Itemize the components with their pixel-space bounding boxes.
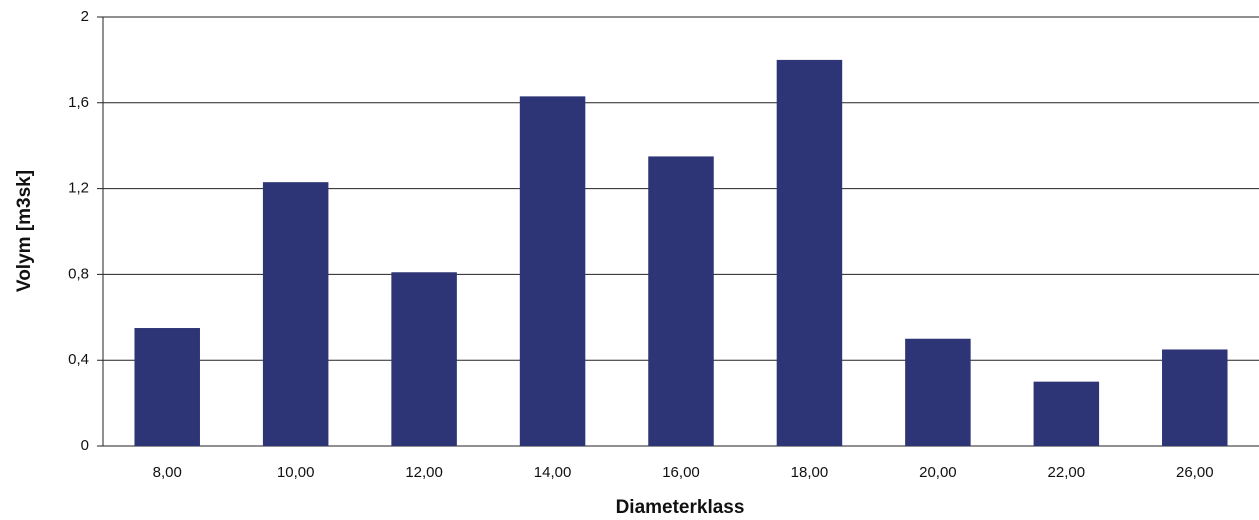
x-axis-title: Diameterklass — [616, 497, 745, 518]
y-tick-label: 1,2 — [68, 180, 89, 197]
bar — [905, 338, 971, 446]
x-tick-label: 14,00 — [534, 464, 572, 481]
x-tick-label: 8,00 — [153, 464, 182, 481]
bar — [776, 59, 843, 447]
bar — [391, 272, 457, 446]
x-tick-label: 26,00 — [1176, 464, 1214, 481]
y-axis-title: Volym [m3sk] — [14, 170, 35, 292]
x-tick-label: 18,00 — [791, 464, 829, 481]
y-tick-label: 1,6 — [68, 94, 89, 111]
x-tick-label: 16,00 — [662, 464, 700, 481]
x-tick-label: 12,00 — [405, 464, 443, 481]
x-tick-label: 22,00 — [1048, 464, 1086, 481]
x-tick-label: 20,00 — [919, 464, 957, 481]
bar — [519, 96, 586, 447]
x-tick-label: 10,00 — [277, 464, 315, 481]
bar — [1162, 349, 1228, 446]
bar — [262, 182, 329, 447]
bar — [134, 328, 200, 446]
y-tick-label: 0 — [81, 437, 89, 454]
bar — [648, 156, 714, 447]
y-tick-label: 0,8 — [68, 265, 89, 282]
bar — [1033, 381, 1100, 446]
y-tick-label: 2 — [81, 8, 89, 25]
y-tick-label: 0,4 — [68, 351, 89, 368]
